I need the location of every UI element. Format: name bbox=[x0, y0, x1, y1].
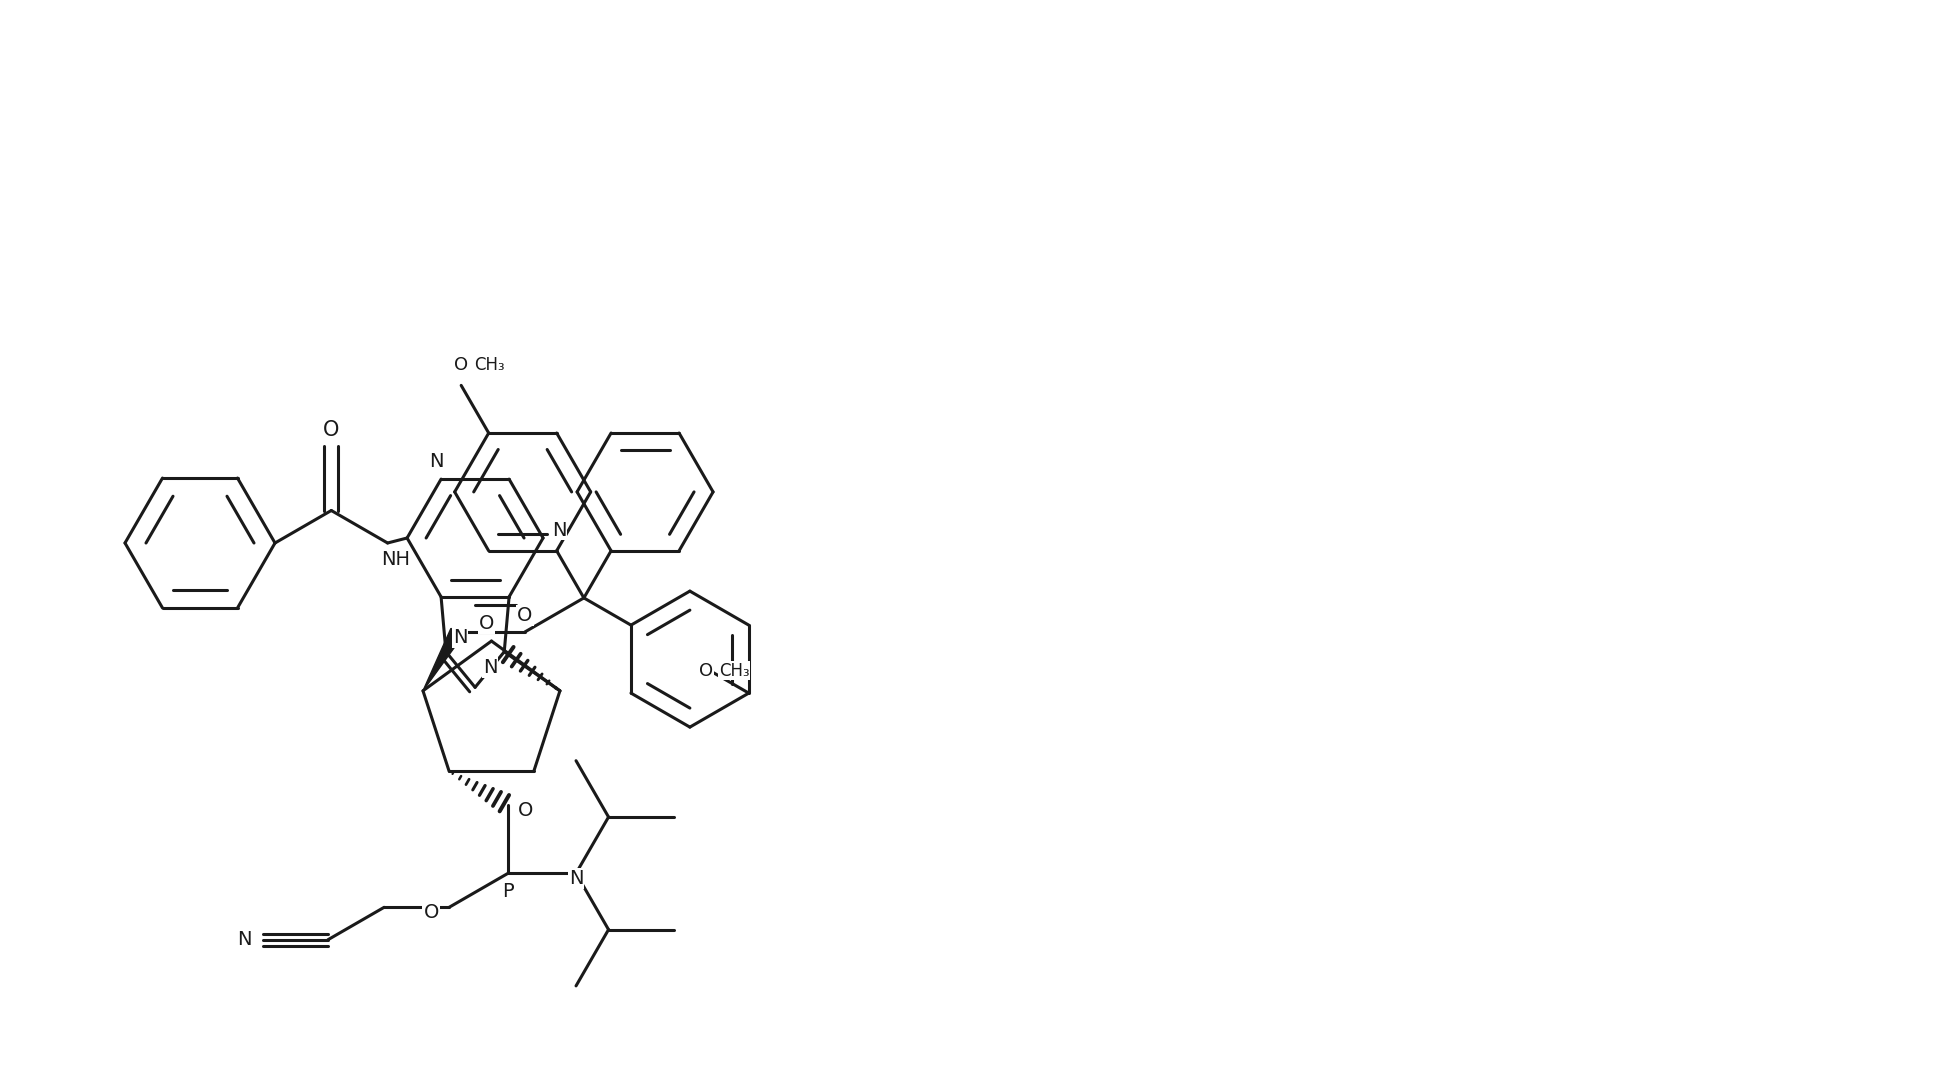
Text: CH₃: CH₃ bbox=[474, 356, 504, 375]
Text: O: O bbox=[517, 800, 533, 820]
Text: N: N bbox=[453, 629, 466, 647]
Text: O: O bbox=[455, 356, 468, 375]
Text: O: O bbox=[323, 419, 339, 440]
Text: N: N bbox=[568, 869, 584, 887]
Text: NH: NH bbox=[380, 550, 410, 568]
Polygon shape bbox=[423, 629, 463, 691]
Text: P: P bbox=[502, 882, 514, 900]
Text: CH₃: CH₃ bbox=[719, 661, 749, 680]
Text: O: O bbox=[423, 902, 439, 922]
Text: O: O bbox=[517, 606, 533, 626]
Text: N: N bbox=[237, 931, 253, 949]
Text: N: N bbox=[429, 452, 443, 470]
Text: N: N bbox=[553, 520, 566, 540]
Text: N: N bbox=[482, 658, 498, 678]
Text: O: O bbox=[478, 614, 494, 632]
Text: O: O bbox=[700, 661, 713, 680]
